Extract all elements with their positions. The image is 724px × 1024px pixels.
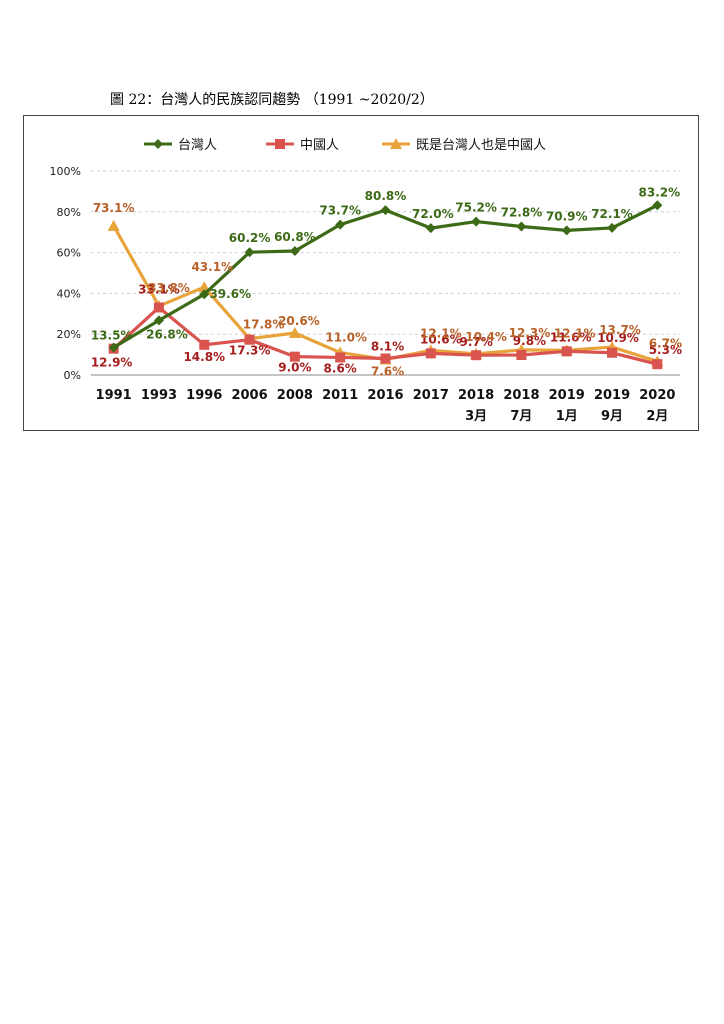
figure-caption: 圖 22：台灣人的民族認同趨勢 （1991 ~2020/2） (110, 92, 434, 108)
legend-marker (390, 138, 402, 149)
data-label: 33.8% (148, 281, 190, 295)
legend-label: 台灣人 (178, 138, 217, 153)
x-tick-label: 2016 (367, 388, 403, 403)
data-point (516, 221, 527, 232)
data-label: 12.1% (420, 326, 462, 340)
data-label: 39.6% (209, 287, 251, 301)
data-label: 33.1% (138, 282, 180, 296)
data-label: 12.1% (554, 326, 596, 340)
data-label: 10.6% (420, 332, 462, 346)
x-tick-label: 2019 (549, 388, 585, 403)
data-point (652, 200, 663, 211)
x-tick-label: 2006 (231, 388, 267, 403)
x-tick-sublabel: 1月 (556, 409, 578, 424)
data-label: 20.6% (278, 314, 320, 328)
data-point (607, 222, 618, 233)
y-tick-label: 100% (50, 165, 81, 178)
data-label: 72.0% (412, 207, 454, 221)
data-point (471, 216, 482, 227)
legend-label: 中國人 (300, 138, 339, 153)
data-label: 73.7% (319, 204, 361, 218)
data-label: 60.2% (229, 231, 271, 245)
data-label: 12.3% (509, 326, 551, 340)
data-point (153, 302, 164, 313)
chart-frame: 0% 20% 40% 60% 80% 100% 1991 1993 1996 2006 2008 20… (23, 115, 699, 431)
x-tick-sublabel: 3月 (465, 409, 487, 424)
legend-marker (153, 139, 163, 149)
data-point (380, 353, 391, 364)
x-tick-label: 1996 (186, 388, 222, 403)
data-point (425, 348, 436, 359)
data-point (607, 347, 618, 358)
data-point (244, 334, 255, 345)
data-label: 9.8% (513, 334, 546, 348)
data-label: 75.2% (455, 201, 497, 215)
x-tick-label: 1991 (96, 388, 132, 403)
data-label: 13.7% (599, 323, 641, 337)
data-label: 73.1% (93, 201, 135, 215)
data-label: 11.6% (550, 330, 592, 344)
x-tick-label: 1993 (141, 388, 177, 403)
x-tick-label: 2011 (322, 388, 358, 403)
x-tick-sublabel: 2月 (646, 409, 668, 424)
data-point (471, 350, 482, 361)
data-point (153, 315, 164, 326)
data-label: 9.7% (459, 335, 492, 349)
x-tick-label: 2017 (413, 388, 449, 403)
data-label: 70.9% (546, 209, 588, 223)
data-label: 60.8% (274, 230, 316, 244)
data-point (107, 219, 120, 231)
data-point (561, 225, 572, 236)
data-label: 5.3% (649, 343, 682, 357)
x-tick-sublabel: 7月 (510, 409, 532, 424)
y-tick-label: 80% (57, 206, 81, 219)
x-tick-label: 2018 (503, 388, 539, 403)
data-point (335, 219, 346, 230)
data-label: 12.9% (91, 356, 133, 370)
data-point (561, 346, 572, 357)
data-label: 10.4% (465, 330, 507, 344)
y-tick-label: 40% (57, 287, 81, 300)
data-label: 43.1% (191, 260, 233, 274)
data-label: 80.8% (365, 189, 407, 203)
data-point (288, 326, 301, 338)
y-tick-label: 20% (57, 328, 81, 341)
data-label: 26.8% (146, 327, 188, 341)
x-tick-label: 2018 (458, 388, 494, 403)
data-point (199, 339, 210, 350)
data-point (652, 359, 663, 370)
data-label: 72.1% (591, 207, 633, 221)
x-tick-sublabel: 9月 (601, 409, 623, 424)
data-label: 13.5% (91, 328, 133, 342)
x-tick-label: 2019 (594, 388, 630, 403)
data-label: 17.8% (243, 318, 285, 332)
data-label: 17.3% (229, 344, 271, 358)
data-point (199, 289, 210, 300)
data-label: 7.6% (371, 364, 404, 378)
y-tick-label: 0% (64, 369, 81, 382)
data-label: 9.0% (278, 361, 311, 375)
legend-label: 既是台灣人也是中國人 (416, 138, 546, 153)
data-label: 72.8% (501, 205, 543, 219)
data-point (289, 351, 300, 362)
data-label: 6.7% (649, 336, 682, 350)
x-tick-label: 2008 (277, 388, 313, 403)
data-point (335, 352, 346, 363)
y-tick-label: 60% (57, 247, 81, 260)
data-label: 11.0% (325, 331, 367, 345)
data-point (289, 245, 300, 256)
data-point (380, 205, 391, 216)
legend-marker (275, 139, 285, 149)
data-point (108, 342, 119, 353)
data-point (516, 350, 527, 361)
line-chart: 0% 20% 40% 60% 80% 100% 1991 1993 1996 2006 2008 20… (50, 138, 682, 424)
data-point (244, 247, 255, 258)
data-label: 8.6% (324, 361, 357, 375)
data-label: 10.9% (597, 331, 639, 345)
data-label: 83.2% (639, 185, 681, 199)
data-label: 8.1% (371, 339, 404, 353)
data-point (425, 223, 436, 234)
x-tick-label: 2020 (639, 388, 675, 403)
data-label: 14.8% (183, 350, 225, 364)
